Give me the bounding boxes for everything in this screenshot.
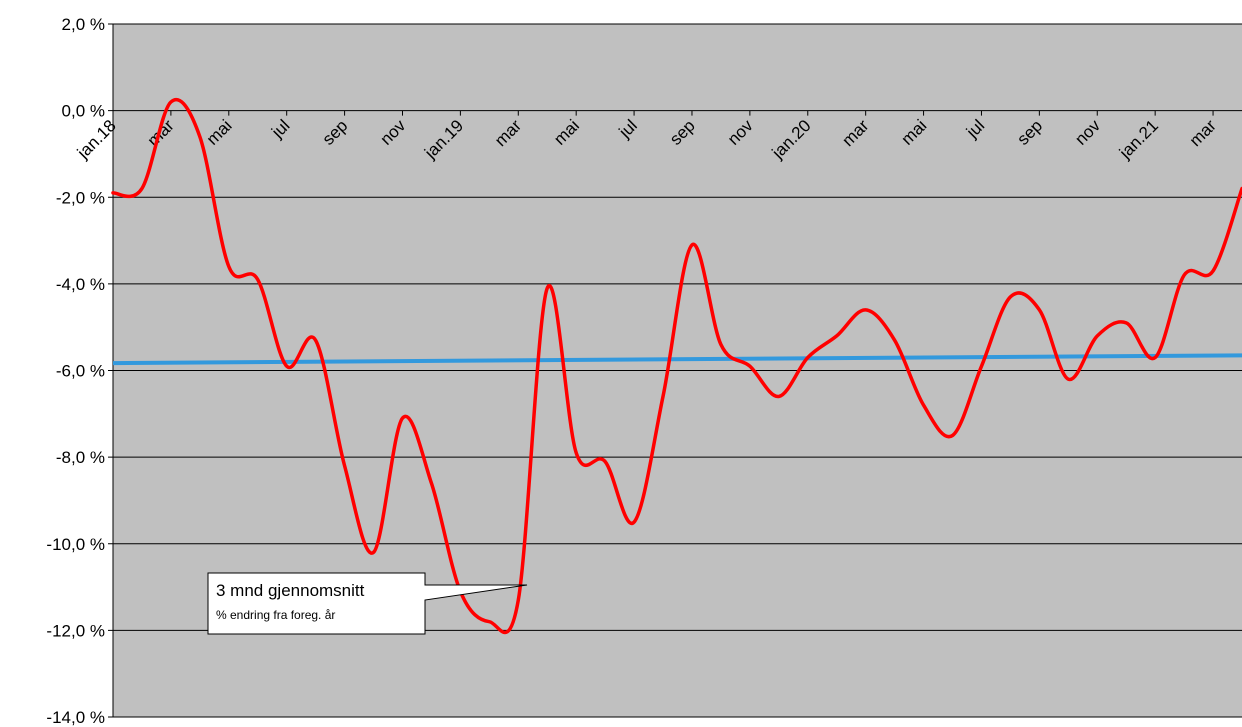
series-group bbox=[111, 98, 1242, 635]
y-tick-label: -8,0 % bbox=[56, 448, 105, 467]
callout-box bbox=[207, 572, 528, 635]
series-line-trend bbox=[112, 353, 1242, 366]
callout-title: 3 mnd gjennomsnitt bbox=[216, 581, 365, 600]
callout-subtitle: % endring fra foreg. år bbox=[216, 608, 335, 622]
y-tick-label: -4,0 % bbox=[56, 275, 105, 294]
callout: 3 mnd gjennomsnitt % endring fra foreg. … bbox=[207, 572, 528, 635]
y-tick-label: -10,0 % bbox=[46, 535, 105, 554]
y-axis-ticks: 2,0 % 0,0 % -2,0 % -4,0 % -6,0 % -8,0 % -10,0 … bbox=[46, 15, 113, 727]
y-tick-label: -14,0 % bbox=[46, 708, 105, 727]
series-line-3mnd bbox=[111, 98, 1242, 635]
y-tick-label: -2,0 % bbox=[56, 188, 105, 207]
y-tick-label: -6,0 % bbox=[56, 362, 105, 381]
y-tick-label: 0,0 % bbox=[62, 102, 105, 121]
y-tick-label: 2,0 % bbox=[62, 15, 105, 34]
y-tick-label: -12,0 % bbox=[46, 621, 105, 640]
